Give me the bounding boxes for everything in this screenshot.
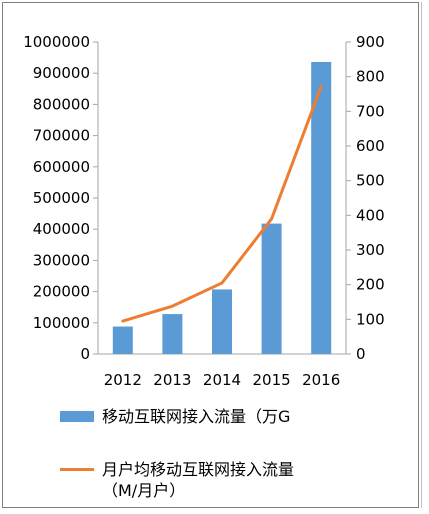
- chart-frame: [2, 2, 419, 508]
- tick-labels-layer: 0 100000 200000 300000 400000 500000 600000 700…: [23, 33, 384, 389]
- legend-bar-label: 移动互联网接入流量（万G: [102, 407, 291, 426]
- bar: [162, 314, 183, 354]
- legend-item-bar-series: 移动互联网接入流量（万G: [60, 405, 400, 427]
- left-tick-label: 0: [80, 345, 90, 363]
- right-tick-label: 0: [356, 345, 366, 363]
- line-series: [121, 84, 323, 323]
- left-tick-label: 600000: [33, 158, 90, 176]
- axes-layer: [93, 41, 351, 355]
- right-tick-label: 900: [356, 33, 385, 51]
- legend-bar-swatch: [60, 411, 94, 422]
- bar: [212, 289, 232, 354]
- left-tick-label: 500000: [33, 189, 90, 207]
- legend-line-label-line1: 月户均移动互联网接入流量: [102, 460, 295, 479]
- x-tick-label: 2014: [203, 371, 241, 389]
- right-tick-label: 700: [356, 102, 385, 120]
- bar: [261, 223, 282, 354]
- left-tick-label: 900000: [33, 64, 90, 82]
- left-tick-label: 300000: [33, 251, 90, 269]
- x-tick-label: 2015: [253, 371, 291, 389]
- legend-item-line-series: 月户均移动互联网接入流量 （M/月户）: [60, 458, 400, 501]
- bar: [311, 61, 332, 355]
- legend-line-swatch: [60, 468, 94, 471]
- left-tick-label: 400000: [33, 220, 90, 238]
- left-tick-label: 800000: [33, 95, 90, 113]
- left-tick-label: 700000: [33, 127, 90, 145]
- x-tick-label: 2013: [153, 371, 191, 389]
- bars-layer: [112, 61, 332, 355]
- x-tick-label: 2016: [302, 371, 340, 389]
- bar: [112, 326, 133, 354]
- left-tick-label: 200000: [33, 283, 90, 301]
- right-tick-label: 800: [356, 68, 385, 86]
- right-tick-label: 200: [356, 276, 385, 294]
- right-tick-label: 100: [356, 310, 385, 328]
- legend-line-label-line2: （M/月户）: [102, 481, 186, 500]
- right-tick-label: 500: [356, 172, 385, 190]
- right-tick-label: 300: [356, 241, 385, 259]
- right-tick-label: 400: [356, 206, 385, 224]
- x-tick-label: 2012: [104, 371, 142, 389]
- combo-chart: 0 100000 200000 300000 400000 500000 600000 700…: [23, 33, 384, 389]
- frame-edge-divider: [421, 2, 422, 508]
- line-layer: [121, 84, 323, 323]
- left-tick-label: 100000: [33, 314, 90, 332]
- right-tick-label: 600: [356, 137, 385, 155]
- left-tick-label: 1000000: [23, 33, 90, 51]
